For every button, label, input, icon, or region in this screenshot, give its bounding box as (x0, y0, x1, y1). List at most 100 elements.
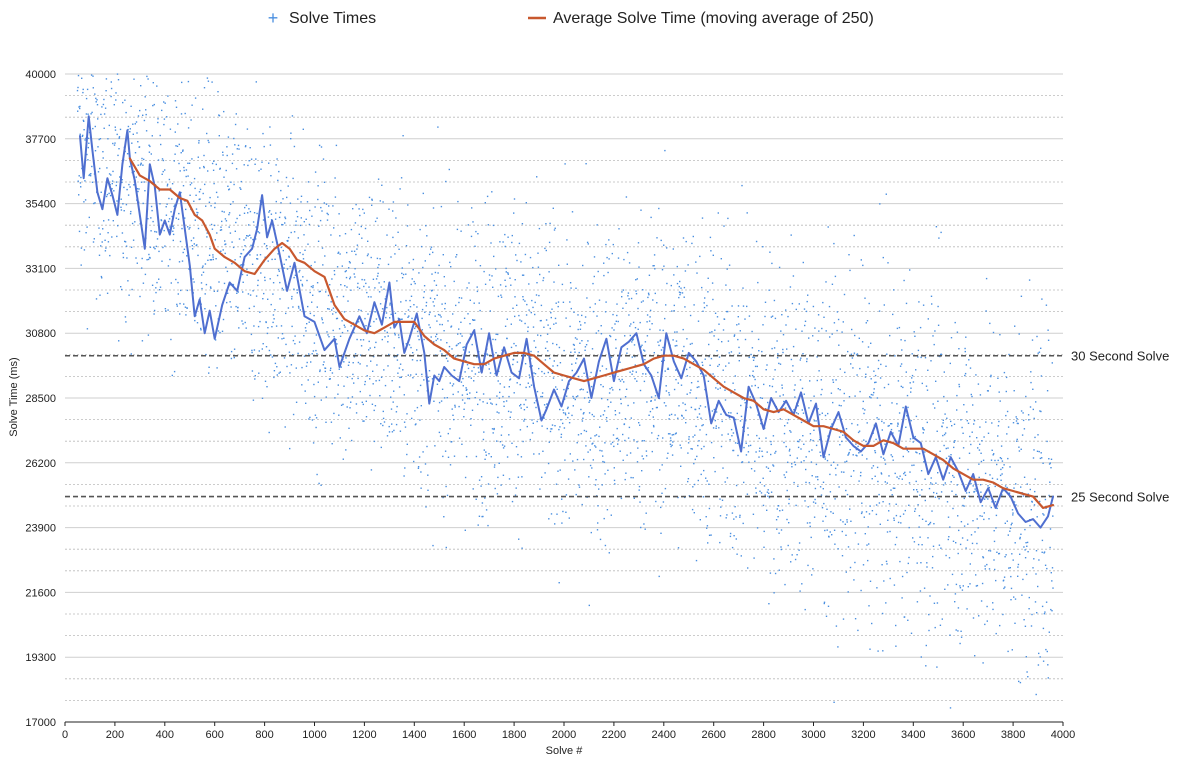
scatter-point (971, 552, 973, 555)
scatter-point (455, 355, 457, 357)
scatter-point (946, 426, 948, 429)
scatter-point (456, 228, 459, 231)
scatter-point (134, 221, 136, 223)
scatter-point (1010, 575, 1012, 578)
scatter-point (406, 225, 409, 227)
scatter-point (414, 282, 416, 285)
scatter-point (936, 430, 938, 432)
scatter-point (626, 352, 628, 354)
scatter-point (737, 338, 739, 341)
scatter-point (710, 357, 713, 360)
scatter-point (899, 365, 902, 367)
scatter-point (722, 467, 724, 469)
scatter-point (77, 86, 79, 89)
scatter-point (103, 127, 105, 129)
scatter-point (1028, 596, 1030, 599)
scatter-point (340, 404, 343, 406)
scatter-point (140, 85, 142, 87)
scatter-point (779, 510, 781, 512)
x-tick-label: 0 (62, 729, 68, 741)
scatter-point (273, 376, 275, 379)
scatter-point (408, 315, 410, 317)
scatter-point (282, 224, 284, 226)
scatter-point (626, 454, 628, 456)
scatter-point (753, 557, 755, 559)
scatter-point (81, 135, 84, 137)
scatter-point (161, 173, 163, 175)
scatter-point (100, 113, 102, 116)
scatter-point (789, 448, 791, 451)
scatter-point (208, 254, 211, 256)
scatter-point (211, 81, 213, 83)
scatter-point (605, 243, 607, 246)
scatter-point (781, 387, 783, 389)
scatter-point (464, 476, 467, 479)
scatter-point (672, 248, 674, 250)
scatter-point (713, 457, 715, 459)
scatter-point (396, 280, 398, 282)
scatter-point (472, 488, 474, 490)
scatter-point (591, 348, 594, 350)
scatter-point (359, 363, 361, 365)
scatter-point (844, 523, 846, 525)
scatter-point (83, 129, 85, 131)
scatter-point (991, 477, 994, 480)
scatter-point (583, 412, 585, 414)
scatter-point (715, 425, 717, 427)
scatter-point (977, 527, 979, 529)
scatter-point (150, 205, 153, 208)
scatter-point (499, 284, 502, 286)
scatter-point (951, 490, 953, 492)
scatter-point (931, 303, 933, 305)
scatter-point (1044, 611, 1046, 613)
scatter-point (895, 536, 898, 539)
series-line-average (128, 157, 1055, 509)
scatter-point (1009, 567, 1011, 569)
scatter-point (906, 415, 908, 417)
scatter-point (262, 219, 265, 221)
scatter-point (249, 294, 252, 296)
scatter-point (622, 289, 625, 291)
scatter-point (875, 438, 877, 441)
scatter-point (761, 450, 763, 452)
scatter-point (885, 560, 888, 563)
scatter-point (740, 415, 743, 418)
scatter-point (546, 427, 548, 430)
scatter-point (204, 263, 207, 265)
scatter-point (912, 381, 915, 383)
scatter-point (157, 159, 160, 161)
scatter-point (306, 201, 309, 203)
scatter-point (350, 401, 352, 403)
scatter-point (805, 468, 807, 471)
scatter-point (632, 321, 635, 324)
scatter-point (441, 323, 443, 326)
scatter-point (152, 82, 154, 84)
scatter-point (722, 369, 724, 371)
scatter-point (765, 408, 767, 410)
scatter-point (382, 201, 384, 203)
scatter-point (468, 376, 470, 378)
scatter-point (412, 258, 415, 261)
scatter-point (337, 252, 339, 254)
scatter-point (495, 268, 497, 270)
scatter-point (418, 456, 421, 458)
scatter-point (511, 234, 513, 237)
scatter-point (506, 337, 508, 340)
scatter-point (891, 494, 893, 496)
scatter-point (460, 297, 463, 299)
scatter-point (500, 296, 503, 298)
scatter-point (1046, 650, 1048, 653)
scatter-point (870, 393, 873, 396)
scatter-point (726, 310, 728, 313)
scatter-point (309, 312, 312, 315)
scatter-point (865, 511, 868, 513)
scatter-point (1040, 375, 1043, 377)
scatter-point (267, 216, 270, 218)
scatter-point (353, 356, 356, 358)
scatter-point (1045, 507, 1047, 509)
scatter-point (1004, 485, 1007, 487)
scatter-point (565, 317, 567, 319)
scatter-point (761, 397, 763, 399)
scatter-point (282, 289, 285, 291)
scatter-point (227, 185, 229, 187)
